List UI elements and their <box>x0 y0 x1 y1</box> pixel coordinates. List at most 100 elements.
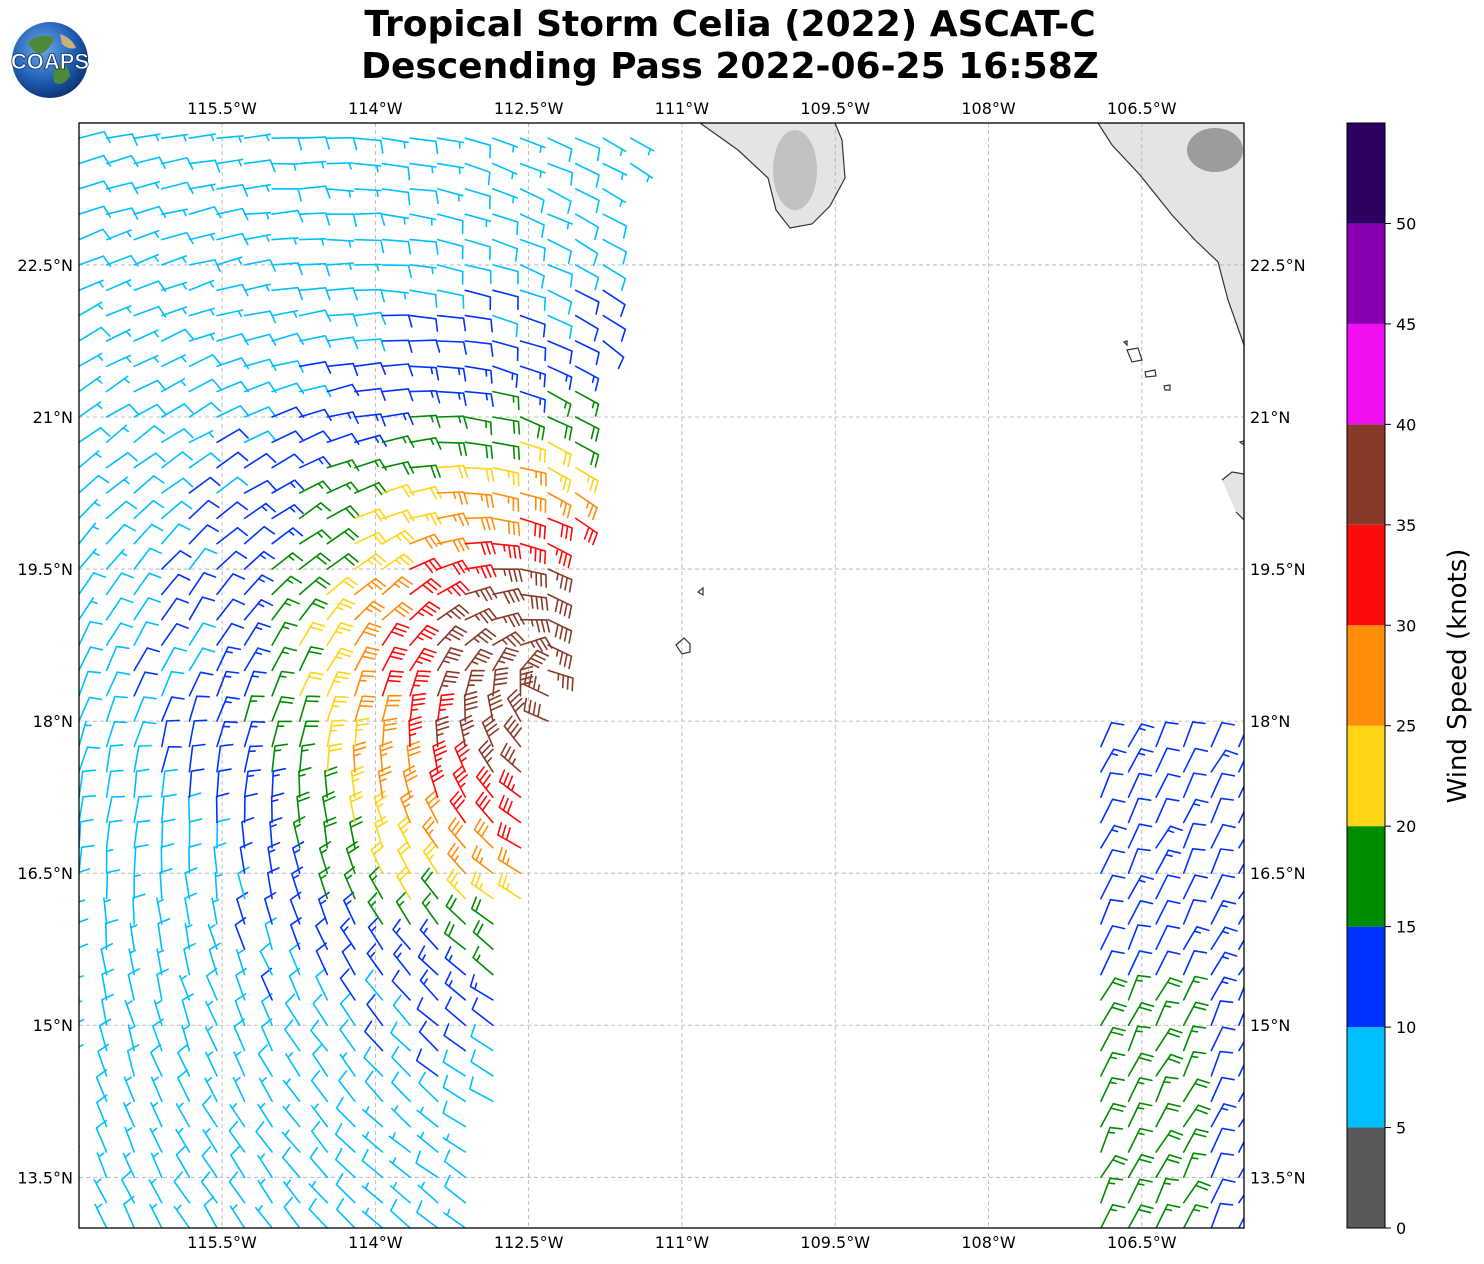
wind-barb <box>361 1131 384 1153</box>
wind-barb <box>318 891 330 925</box>
wind-barb <box>181 1024 191 1052</box>
wind-barb <box>298 671 324 697</box>
coastline-4 <box>1144 369 1157 378</box>
wind-barb <box>123 1101 135 1128</box>
wind-barb <box>1238 913 1244 925</box>
wind-barb <box>298 287 331 301</box>
wind-barb <box>547 542 572 569</box>
plot-frame <box>78 122 1245 1229</box>
wind-barb <box>422 841 439 874</box>
wind-barb <box>443 1208 467 1228</box>
wind-barb <box>298 552 331 570</box>
wind-barb <box>188 596 216 621</box>
wind-barb <box>105 451 138 469</box>
wind-barb <box>492 314 519 338</box>
coastline-5 <box>1163 384 1171 391</box>
wind-barb <box>547 618 573 644</box>
wind-barb <box>326 459 360 472</box>
wind-barb <box>1210 749 1239 773</box>
wind-barb <box>444 1174 467 1204</box>
wind-barb <box>150 1152 163 1179</box>
wind-barb <box>1182 975 1208 1001</box>
colorbar-bin <box>1347 524 1385 626</box>
wind-barb <box>79 1000 83 1026</box>
wind-barb <box>216 818 231 849</box>
wind-barb <box>436 390 467 407</box>
wind-barb <box>161 573 191 596</box>
wind-barb <box>388 1132 411 1153</box>
mainland-land <box>1098 123 1244 345</box>
wind-barb <box>298 408 332 421</box>
wind-barb <box>161 451 193 469</box>
wind-barb <box>492 588 525 604</box>
wind-barb <box>425 790 441 824</box>
wind-barb <box>354 646 380 672</box>
wind-barb <box>216 501 248 520</box>
wind-barb <box>282 1103 301 1128</box>
wind-barb <box>1210 1000 1234 1026</box>
wind-barb <box>381 576 413 596</box>
wind-barb <box>133 280 167 293</box>
wind-barb <box>354 600 385 621</box>
wind-barb <box>1182 822 1207 849</box>
wind-barb <box>335 1148 356 1179</box>
lon-tick-label-top: 109.5°W <box>800 99 870 118</box>
wind-barb <box>216 207 249 221</box>
wind-barb <box>1100 1126 1124 1153</box>
wind-barb <box>105 254 139 267</box>
wind-barb <box>326 383 360 396</box>
wind-barb <box>389 1157 411 1179</box>
wind-barb <box>97 1043 110 1077</box>
wind-barb <box>519 492 547 513</box>
wind-barb <box>523 697 549 722</box>
wind-barb <box>233 1018 246 1052</box>
wind-barb <box>400 790 414 824</box>
wind-barb <box>161 477 194 494</box>
wind-barb <box>1155 874 1181 900</box>
wind-barb <box>326 553 359 570</box>
wind-barb <box>161 670 185 697</box>
wind-barb <box>1182 1104 1211 1128</box>
wind-barb <box>574 137 601 162</box>
wind-barb <box>230 1145 246 1179</box>
wind-barb <box>492 568 523 582</box>
wind-barb <box>492 365 519 388</box>
wind-barb <box>101 968 115 1001</box>
colorbar-tick-label: 40 <box>1396 415 1416 434</box>
colorbar-bin <box>1347 223 1385 324</box>
wind-barb <box>229 1204 246 1228</box>
wind-barb <box>298 502 331 520</box>
wind-barb <box>381 137 409 149</box>
wind-barb <box>177 1043 191 1077</box>
wind-barb <box>133 721 157 748</box>
wind-barb <box>630 137 655 156</box>
wind-barb <box>464 466 495 482</box>
wind-barb <box>409 365 440 381</box>
wind-barb <box>381 509 415 524</box>
wind-barb <box>133 329 159 342</box>
wind-barb <box>161 133 189 142</box>
wind-barb <box>105 500 138 520</box>
colorbar-bin <box>1347 826 1385 927</box>
wind-barb <box>243 211 272 220</box>
colorbar-bin <box>1347 424 1385 525</box>
wind-barb <box>271 209 304 223</box>
wind-barb <box>464 648 493 672</box>
wind-barb <box>105 572 134 596</box>
wind-barb <box>574 188 600 214</box>
wind-barb <box>1100 1177 1124 1204</box>
wind-barb <box>1210 1127 1236 1153</box>
wind-barb <box>1100 874 1126 900</box>
wind-barb <box>1155 721 1179 748</box>
wind-barb <box>464 289 492 311</box>
wind-barb <box>243 502 276 520</box>
wind-barb <box>436 491 468 505</box>
wind-barb <box>298 743 316 773</box>
wind-barb <box>326 647 354 672</box>
wind-barb <box>1127 924 1152 950</box>
wind-barb <box>271 767 287 798</box>
wind-barb <box>519 636 553 652</box>
wind-barb <box>216 451 249 469</box>
wind-barb <box>547 416 573 441</box>
wind-barb <box>326 433 360 445</box>
